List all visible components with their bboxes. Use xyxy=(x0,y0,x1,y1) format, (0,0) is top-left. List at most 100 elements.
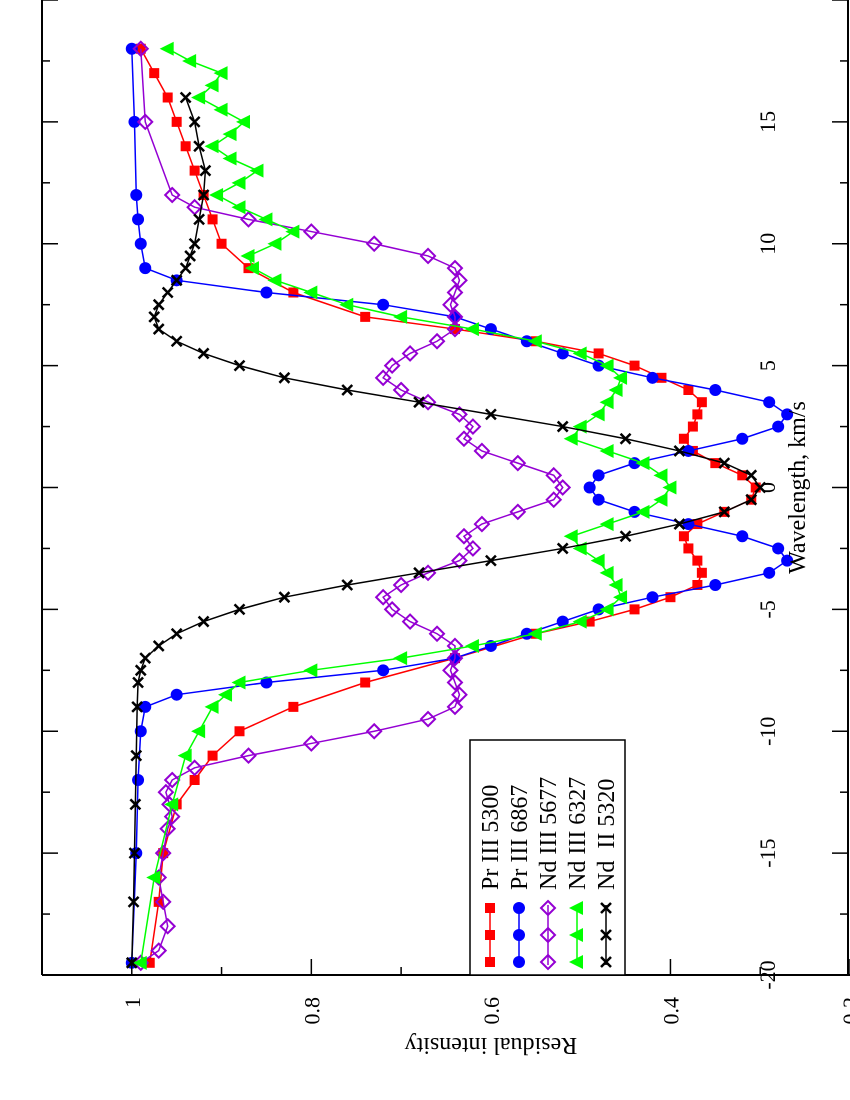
data-point xyxy=(130,749,143,762)
legend-marker xyxy=(513,929,525,941)
legend-marker xyxy=(539,953,557,971)
data-point xyxy=(678,531,689,542)
data-point xyxy=(464,638,479,653)
data-point xyxy=(599,517,614,532)
legend-label: Nd II 5320 xyxy=(594,779,620,890)
data-point xyxy=(139,262,152,275)
data-point xyxy=(188,237,201,250)
data-point xyxy=(781,554,794,567)
legend-label: Nd III 5677 xyxy=(536,777,562,890)
data-point xyxy=(177,748,192,763)
data-point xyxy=(556,542,569,555)
data-point xyxy=(163,771,181,789)
data-point xyxy=(718,457,731,470)
data-point xyxy=(451,405,468,423)
data-point xyxy=(163,186,181,204)
data-point xyxy=(485,554,497,567)
data-point xyxy=(709,579,722,591)
data-point xyxy=(736,530,749,543)
data-point xyxy=(419,393,437,411)
data-point xyxy=(763,396,776,409)
legend-item: Pr III 6867 xyxy=(507,785,533,968)
plot-frame xyxy=(41,0,850,976)
legend-marker xyxy=(600,902,612,914)
data-point xyxy=(653,468,668,483)
data-point xyxy=(216,238,227,249)
data-point xyxy=(244,261,259,276)
data-point xyxy=(197,347,210,360)
data-point xyxy=(159,820,177,838)
data-point xyxy=(683,543,694,554)
data-point xyxy=(222,127,237,142)
data-point xyxy=(442,661,459,679)
data-point xyxy=(209,188,224,202)
x-axis-label: Wavelength, km/s xyxy=(785,401,811,574)
data-point xyxy=(162,92,173,103)
data-point xyxy=(646,591,659,604)
data-point xyxy=(125,42,138,55)
data-point xyxy=(662,480,677,495)
data-point xyxy=(184,250,197,262)
series-2 xyxy=(125,42,794,969)
data-point xyxy=(572,614,587,629)
data-point xyxy=(199,164,212,177)
data-point xyxy=(665,592,676,603)
data-point xyxy=(419,247,437,265)
x-tick-label: 0 xyxy=(755,482,780,493)
x-tick-label: 5 xyxy=(755,360,780,371)
data-point xyxy=(646,371,659,384)
data-point xyxy=(188,115,201,128)
data-point xyxy=(303,285,318,300)
data-point xyxy=(737,470,748,481)
legend-item: Nd II 5320 xyxy=(594,779,620,968)
data-point xyxy=(157,783,175,801)
data-point xyxy=(267,273,282,288)
data-point xyxy=(134,725,147,738)
data-point xyxy=(763,566,776,579)
data-point xyxy=(130,847,143,860)
data-point xyxy=(139,700,152,713)
data-point xyxy=(393,309,408,324)
data-point xyxy=(509,503,527,521)
data-point xyxy=(593,348,604,359)
data-point xyxy=(218,687,233,702)
data-point xyxy=(608,578,623,592)
data-point xyxy=(159,41,174,56)
data-point xyxy=(629,360,640,371)
data-point xyxy=(464,418,482,435)
data-point xyxy=(653,492,668,507)
series-5 xyxy=(125,91,767,969)
data-point xyxy=(710,458,721,469)
data-point xyxy=(236,114,250,129)
data-point xyxy=(132,676,144,689)
data-point xyxy=(136,113,154,131)
data-point xyxy=(186,759,204,777)
legend-marker xyxy=(569,901,583,915)
data-point xyxy=(556,420,569,433)
data-point xyxy=(267,236,282,251)
x-tick-label: 15 xyxy=(755,111,780,133)
data-point xyxy=(628,457,641,470)
legend-marker xyxy=(485,957,495,967)
data-point xyxy=(718,505,731,518)
data-point xyxy=(222,151,237,166)
data-point xyxy=(590,407,605,422)
data-point xyxy=(260,286,273,299)
data-point xyxy=(170,627,183,640)
data-point xyxy=(599,602,614,617)
legend-label: Pr III 5300 xyxy=(478,785,504,890)
data-point xyxy=(413,566,425,579)
series-line xyxy=(131,48,789,963)
data-point xyxy=(599,358,614,373)
data-point xyxy=(473,515,491,533)
data-point xyxy=(170,274,183,287)
data-point xyxy=(360,677,371,688)
data-point xyxy=(377,664,390,677)
data-point xyxy=(509,454,527,472)
data-point xyxy=(563,529,578,544)
data-point xyxy=(179,262,192,275)
data-point xyxy=(572,346,587,361)
y-tick-label: 1 xyxy=(120,997,145,1008)
data-point xyxy=(592,493,605,506)
